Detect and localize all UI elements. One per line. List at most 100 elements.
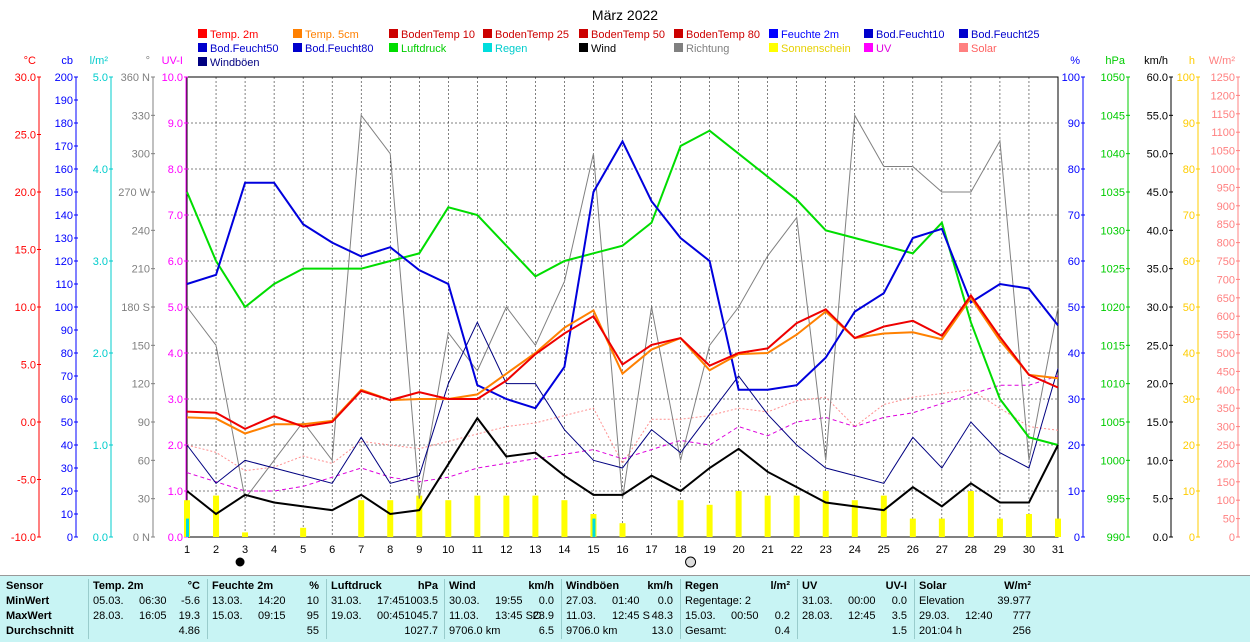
axis-tick-label: 1030 <box>1101 225 1125 237</box>
axis-tick-label: 90 <box>1183 118 1195 130</box>
stats-group-unit: l/m² <box>770 580 790 592</box>
stats-group-unit: hPa <box>417 580 438 592</box>
x-tick-label: 6 <box>329 544 335 556</box>
legend-swatch <box>198 57 207 66</box>
axis-unit: W/m² <box>1209 55 1236 67</box>
stats-value: 19.3 <box>178 610 200 622</box>
legend-swatch <box>959 43 968 52</box>
axis-tick-label: 90 <box>61 325 73 337</box>
stats-date: 11.03. <box>566 610 596 622</box>
stats-time: 14:20 <box>258 595 286 607</box>
stats-group-unit: W/m² <box>1004 580 1031 592</box>
sunshine-bar <box>1025 514 1032 537</box>
axis-tick-label: 600 <box>1217 311 1235 323</box>
stats-value: 48.3 <box>651 610 673 622</box>
legend-swatch <box>864 29 873 38</box>
stats-date: 15.03. <box>685 610 716 622</box>
axis-tick-label: 60 <box>1068 256 1080 268</box>
axis-tick-label: 0 <box>1074 532 1080 544</box>
axis-tick-label: 40.0 <box>1147 225 1168 237</box>
stats-group: Temp. 2m °C 05.03. 06:30 -5.6 28.03. 16:05 19.3… <box>88 579 204 639</box>
x-tick-label: 27 <box>936 544 948 556</box>
rain-bar <box>592 518 596 537</box>
sunshine-bar <box>532 495 539 537</box>
axis-unit: km/h <box>1144 55 1168 67</box>
stats-row: 55 <box>212 624 319 639</box>
legend-swatch <box>579 43 588 52</box>
sunshine-bar <box>706 504 713 537</box>
axis-tick-label: 9.0 <box>168 118 183 130</box>
sunshine-bar <box>416 495 423 537</box>
axis-unit: ° <box>146 55 150 67</box>
axis-tick-label: 30.0 <box>1147 302 1168 314</box>
stats-value: 777 <box>1012 610 1031 622</box>
axis-tick-label: 1050 <box>1211 146 1235 158</box>
stats-time: 00:50 <box>731 610 759 622</box>
axis-tick-label: 100 <box>55 302 73 314</box>
axis-tick-label: 10.0 <box>162 72 183 84</box>
axis-tick-label: 60 <box>61 394 73 406</box>
axis-tick-label: 0.0 <box>21 417 36 429</box>
axis-tick-label: 150 <box>132 340 150 352</box>
stats-label-min: MinWert <box>6 595 50 607</box>
sunshine-bar <box>996 518 1003 537</box>
axis-tick-label: 25.0 <box>15 130 36 142</box>
humidity-line <box>186 139 1059 410</box>
direction-line <box>186 113 1059 500</box>
stats-date: Elevation <box>919 595 965 607</box>
axis-tick-label: 10 <box>1068 486 1080 498</box>
axis-tick-label: 70 <box>61 371 73 383</box>
stats-group-header: Solar W/m² <box>919 579 1031 594</box>
legend-swatch <box>769 43 778 52</box>
axis-tick-label: 30 <box>1183 394 1195 406</box>
legend-label: Luftdruck <box>401 43 447 55</box>
stats-label-avg: Durchschnitt <box>6 625 74 637</box>
axis-tick-label: 60.0 <box>1147 72 1168 84</box>
axis-tick-label: 180 S <box>121 302 150 314</box>
axis-tick-label: 40 <box>1183 348 1195 360</box>
x-tick-label: 31 <box>1052 544 1064 556</box>
legend-swatch <box>483 29 492 38</box>
stats-row: 19.03. 00:45 1045.7 <box>331 609 438 624</box>
axis-tick-label: 90 <box>1068 118 1080 130</box>
stats-value: 1045.7 <box>404 610 438 622</box>
axis-unit: h <box>1189 55 1195 67</box>
axis-tick-label: 100 <box>1062 72 1080 84</box>
axis-tick-label: 1.0 <box>93 440 108 452</box>
stats-row: 1027.7 <box>331 624 438 639</box>
stats-row: 11.03. 12:45 S 48.3 <box>566 609 673 624</box>
axis-tick-label: 170 <box>55 141 73 153</box>
stats-date: 19.03. <box>331 610 362 622</box>
axis-tick-label: 500 <box>1217 348 1235 360</box>
axis-tick-label: 100 <box>1177 72 1195 84</box>
sunshine-bar <box>561 500 568 537</box>
stats-value: 0.0 <box>891 595 907 607</box>
stats-date: 27.03. <box>566 595 597 607</box>
stats-group: Feuchte 2m% 13.03. 14:20 10 15.03. 09:15 95 55 <box>207 579 323 639</box>
axis-unit: hPa <box>1105 55 1125 67</box>
legend-label: Wind <box>591 43 616 55</box>
legend-swatch <box>483 43 492 52</box>
chart-title: März 2022 <box>592 7 658 23</box>
axis-unit: UV-I <box>162 55 183 67</box>
stats-value: 0.2 <box>774 610 790 622</box>
legend-label: BodenTemp 10 <box>401 29 475 41</box>
stats-label-max: MaxWert <box>6 610 52 622</box>
sunshine-bar <box>793 495 800 537</box>
axis-tick-label: 2.0 <box>93 348 108 360</box>
axis-tick-label: 4.0 <box>93 164 108 176</box>
axis-unit: % <box>1070 55 1080 67</box>
axis-tick-label: 1100 <box>1211 127 1235 139</box>
axis-tick-label: 0 <box>1229 532 1235 544</box>
axis-tick-label: 10 <box>1183 486 1195 498</box>
sunshine-bar <box>503 495 510 537</box>
stats-group-name: Wind <box>449 580 476 592</box>
stats-time: 12:45 S <box>612 610 650 622</box>
stats-row: 9706.0 km 13.0 <box>566 624 673 639</box>
x-tick-label: 16 <box>616 544 628 556</box>
weather-chart: März 2022 Temp. 2m Temp. 5cm BodenTemp 10 Bo… <box>11 7 1240 568</box>
axis-tick-label: 50 <box>1223 514 1235 526</box>
stats-date: 9706.0 km <box>566 625 618 637</box>
sunshine-bar <box>300 527 307 537</box>
legend-swatch <box>198 43 207 52</box>
